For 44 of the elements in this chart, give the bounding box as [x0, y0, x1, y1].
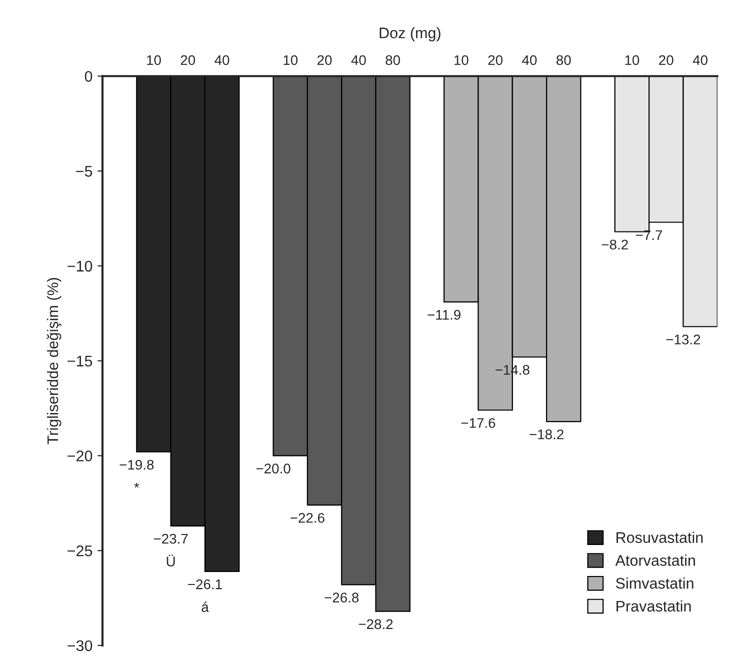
- x-tick-label: 40: [214, 55, 230, 66]
- text: −13.2: [666, 334, 700, 344]
- x-tick-label: 10: [284, 55, 298, 66]
- text: −17.6: [461, 418, 496, 428]
- legend-label: Simvastatin: [616, 578, 694, 589]
- text: −23.7: [154, 534, 188, 544]
- y-axis-title: Trigliseridde değişim (%): [46, 278, 62, 444]
- x-tick-label: 40: [692, 55, 708, 66]
- y-tick-label: −10: [68, 260, 92, 272]
- text: −19.8: [120, 460, 154, 470]
- annotation: *: [134, 482, 140, 488]
- legend-label: Rosuvastatin: [616, 532, 703, 543]
- x-tick-label: 10: [454, 55, 468, 66]
- x-tick-label: 20: [180, 55, 196, 66]
- x-tick-label: 40: [351, 55, 366, 66]
- text: −14.8: [496, 364, 530, 375]
- annotation: á: [202, 602, 209, 612]
- y-tick-label: −25: [68, 545, 92, 556]
- text: −28.2: [358, 619, 393, 630]
- y-tick-label: −5: [76, 166, 92, 177]
- x-tick-label: 40: [522, 55, 537, 66]
- annotation: Ü: [166, 554, 175, 566]
- text: −8.2: [602, 240, 628, 250]
- x-tick-label: 20: [488, 55, 502, 66]
- text: −20.0: [256, 464, 290, 474]
- text: −18.2: [530, 429, 564, 440]
- legend-label: Pravastatin: [616, 600, 691, 612]
- x-axis-title: Doz (mg): [380, 27, 440, 42]
- text: −7.7: [636, 230, 662, 240]
- x-tick-label: 80: [386, 55, 400, 66]
- y-tick-label: −30: [68, 640, 92, 652]
- y-tick-label: 0: [84, 71, 92, 82]
- x-tick-label: 80: [556, 55, 571, 66]
- x-tick-label: 20: [659, 55, 674, 66]
- x-tick-label: 10: [625, 55, 640, 66]
- x-tick-label: 10: [147, 55, 161, 66]
- text: −11.9: [428, 310, 460, 320]
- y-tick-label: −15: [68, 356, 92, 366]
- text: −26.1: [188, 579, 222, 590]
- legend-label: Atorvastatin: [615, 554, 695, 566]
- text: −26.8: [324, 592, 359, 603]
- text: −22.6: [290, 512, 324, 523]
- x-tick-label: 20: [317, 55, 332, 66]
- y-tick-label: −20: [68, 450, 92, 462]
